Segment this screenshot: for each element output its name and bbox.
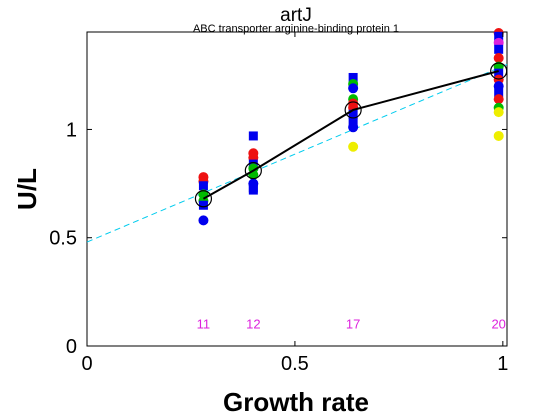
fit-line-layer (86, 64, 508, 243)
count-label: 17 (346, 316, 360, 331)
data-point (494, 31, 504, 41)
data-point (198, 200, 208, 210)
mean-point (244, 161, 262, 180)
count-label: 12 (246, 316, 260, 331)
mean-line (202, 70, 499, 200)
chart-subtitle: ABC transporter arginine-binding protein… (193, 23, 399, 35)
data-point (348, 141, 359, 152)
mean-point (344, 101, 362, 119)
data-point (493, 94, 504, 105)
y-axis-label: U/L (12, 168, 42, 210)
count-label: 20 (491, 316, 505, 331)
plot-area: 11 12 17 20 0 0.5 1 0 0.5 1 (49, 28, 508, 375)
fit-line (86, 64, 508, 243)
data-point (348, 122, 359, 133)
y-tick-label: 1 (66, 119, 77, 141)
x-axis-label: Growth rate (223, 387, 369, 417)
x-tick-label: 0.5 (281, 353, 309, 375)
data-point (348, 116, 358, 126)
mean-point (490, 62, 508, 80)
data-point (494, 68, 504, 78)
mean-line-layer (194, 62, 508, 208)
x-tick-label: 1 (497, 353, 508, 375)
points-layer (198, 28, 504, 226)
data-point (348, 72, 358, 82)
x-tick-label: 0 (81, 353, 92, 375)
data-point (493, 52, 504, 63)
data-point (348, 109, 358, 119)
count-label: 11 (197, 316, 211, 331)
data-point (493, 130, 504, 141)
data-point (348, 83, 359, 94)
data-point (494, 44, 504, 54)
data-point (248, 185, 258, 195)
y-tick-label: 0.5 (49, 228, 77, 250)
data-point (493, 107, 504, 118)
data-point (198, 181, 208, 191)
axes-frame (86, 31, 508, 347)
mean-point (194, 190, 213, 208)
data-point (494, 88, 504, 98)
count-labels-layer: 11 12 17 20 (197, 316, 506, 331)
y-tick-label: 0 (66, 336, 77, 358)
ticks-layer: 0 0.5 1 0 0.5 1 (49, 32, 508, 375)
data-point (248, 131, 258, 141)
data-point (198, 215, 209, 226)
chart-title: artJ (280, 5, 312, 26)
